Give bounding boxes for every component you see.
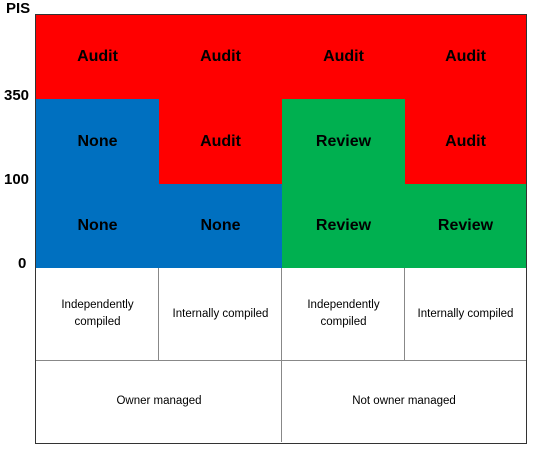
divider-compile-3 [404, 268, 405, 360]
divider-center [281, 268, 282, 442]
axis-title: PIS [6, 0, 31, 17]
divider-compile-1 [158, 268, 159, 360]
management-label-2: Not owner managed [352, 394, 456, 407]
compilation-label-3: Independently compiled [307, 299, 380, 328]
cell-r3-c3: Review [282, 184, 405, 268]
cell-r2-c2: Audit [159, 99, 282, 184]
tick-0: 0 [18, 255, 27, 272]
divider-management [36, 360, 526, 361]
tick-100: 100 [4, 171, 30, 188]
management-label-1: Owner managed [116, 394, 202, 407]
cell-r3-c4: Review [405, 184, 526, 268]
tick-350: 350 [4, 87, 30, 104]
cell-r2-c3: Review [282, 99, 405, 184]
cell-r1-c3: Audit [282, 15, 405, 99]
compilation-label-2: Internally compiled [172, 307, 269, 320]
cell-r1-c4: Audit [405, 15, 526, 99]
decision-matrix: Audit Audit Audit Audit None Audit Revie… [35, 14, 527, 444]
compilation-label-1: Independently compiled [61, 299, 134, 328]
cell-r2-c4: Audit [405, 99, 526, 184]
compilation-label-4: Internally compiled [417, 307, 514, 320]
cell-r1-c1: Audit [36, 15, 159, 99]
cell-r3-c1: None [36, 184, 159, 268]
cell-r2-c1: None [36, 99, 159, 184]
cell-r3-c2: None [159, 184, 282, 268]
cell-r1-c2: Audit [159, 15, 282, 99]
